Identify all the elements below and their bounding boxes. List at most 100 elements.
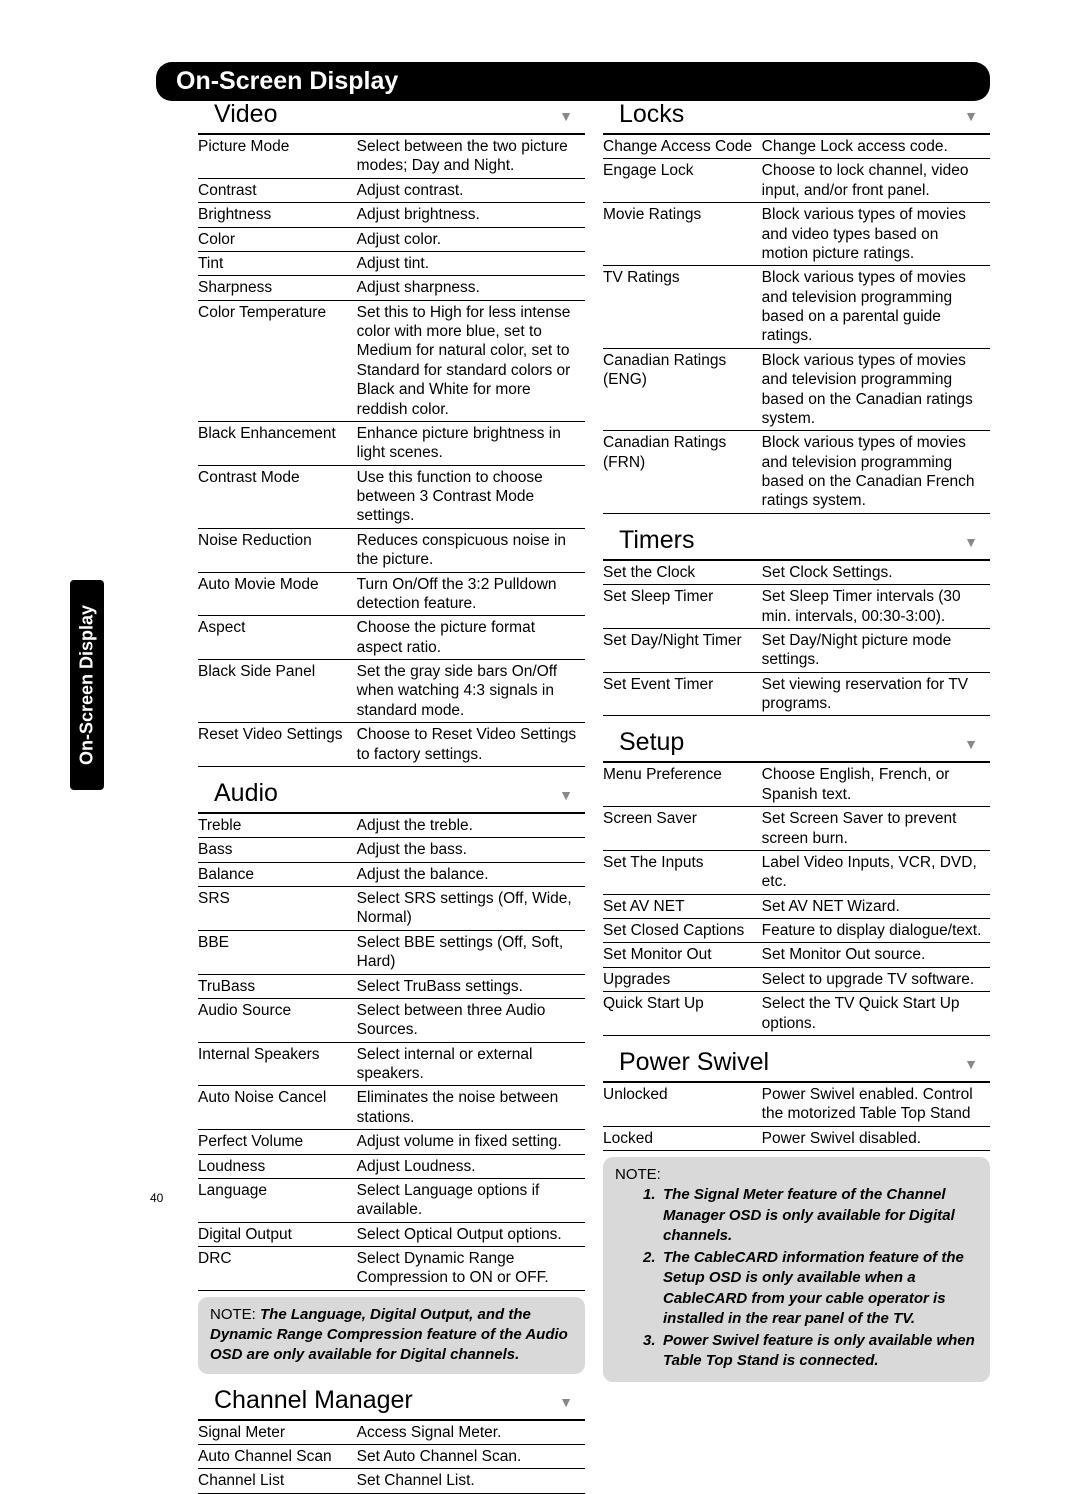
table-row: Noise ReductionReduces conspicuous noise… [198,528,585,572]
item-label: Bass [198,838,357,862]
note-item-number: 1. [643,1185,656,1205]
table-row: BBESelect BBE settings (Off, Soft, Hard) [198,930,585,974]
item-label: Contrast [198,178,357,202]
item-label: Auto Movie Mode [198,572,357,616]
item-desc: Set this to High for less intense color … [357,300,585,421]
item-desc: Set Sleep Timer intervals (30 min. inter… [762,585,990,629]
item-label: Menu Preference [603,763,762,806]
item-desc: Set Clock Settings. [762,561,990,585]
item-desc: Adjust contrast. [357,178,585,202]
table-row: Canadian Ratings (FRN)Block various type… [603,431,990,514]
section-title-video: Video ▼ [198,98,585,135]
note-body: The Language, Digital Output, and the Dy… [210,1306,568,1364]
item-label: Perfect Volume [198,1130,357,1154]
item-label: Audio Source [198,998,357,1042]
table-row: Set Day/Night TimerSet Day/Night picture… [603,628,990,672]
chevron-down-icon: ▼ [559,108,573,124]
table-row: Set Closed CaptionsFeature to display di… [603,919,990,943]
channel-manager-table: Signal MeterAccess Signal Meter.Auto Cha… [198,1421,585,1494]
item-label: Set The Inputs [603,850,762,894]
item-label: Auto Channel Scan [198,1444,357,1468]
item-label: Set Event Timer [603,672,762,716]
item-desc: Block various types of movies and televi… [762,348,990,431]
table-row: SRSSelect SRS settings (Off, Wide, Norma… [198,887,585,931]
section-title-label: Video [214,100,278,128]
item-label: Brightness [198,203,357,227]
table-row: SharpnessAdjust sharpness. [198,276,585,300]
item-desc: Feature to display dialogue/text. [762,919,990,943]
note-item-text: The Signal Meter feature of the Channel … [663,1186,955,1244]
item-label: Sharpness [198,276,357,300]
item-desc: Select SRS settings (Off, Wide, Normal) [357,887,585,931]
item-desc: Select to upgrade TV software. [762,967,990,991]
item-label: Channel List [198,1469,357,1493]
item-desc: Set Auto Channel Scan. [357,1444,585,1468]
item-label: Language [198,1178,357,1222]
item-desc: Select internal or external speakers. [357,1042,585,1086]
table-row: ColorAdjust color. [198,227,585,251]
table-row: Engage LockChoose to lock channel, video… [603,159,990,203]
section-title-label: Setup [619,728,684,756]
item-desc: Adjust brightness. [357,203,585,227]
item-label: Unlocked [603,1083,762,1126]
section-title-audio: Audio ▼ [198,777,585,814]
item-desc: Set the gray side bars On/Off when watch… [357,660,585,723]
item-desc: Set Channel List. [357,1469,585,1493]
table-row: Channel ListSet Channel List. [198,1469,585,1493]
table-row: Auto Channel ScanSet Auto Channel Scan. [198,1444,585,1468]
item-desc: Choose to Reset Video Settings to factor… [357,723,585,767]
item-desc: Choose the picture format aspect ratio. [357,616,585,660]
item-desc: Select BBE settings (Off, Soft, Hard) [357,930,585,974]
chevron-down-icon: ▼ [559,1394,573,1410]
section-title-label: Power Swivel [619,1048,769,1076]
item-desc: Adjust Loudness. [357,1154,585,1178]
table-row: BrightnessAdjust brightness. [198,203,585,227]
side-tab: On-Screen Display [70,580,104,790]
chevron-down-icon: ▼ [964,534,978,550]
item-desc: Adjust the balance. [357,862,585,886]
locks-table: Change Access CodeChange Lock access cod… [603,135,990,514]
right-note: NOTE: 1.The Signal Meter feature of the … [603,1157,990,1382]
item-label: Digital Output [198,1222,357,1246]
video-table: Picture ModeSelect between the two pictu… [198,135,585,767]
table-row: TrebleAdjust the treble. [198,814,585,838]
table-row: Set AV NETSet AV NET Wizard. [603,894,990,918]
table-row: Auto Noise CancelEliminates the noise be… [198,1086,585,1130]
table-row: Set Event TimerSet viewing reservation f… [603,672,990,716]
section-title-label: Audio [214,779,278,807]
item-label: Set Closed Captions [603,919,762,943]
item-label: Canadian Ratings (FRN) [603,431,762,514]
item-desc: Change Lock access code. [762,135,990,159]
item-label: TruBass [198,974,357,998]
audio-table: TrebleAdjust the treble.BassAdjust the b… [198,814,585,1291]
audio-note: NOTE: The Language, Digital Output, and … [198,1297,585,1374]
table-row: Black Side PanelSet the gray side bars O… [198,660,585,723]
item-label: Color Temperature [198,300,357,421]
item-label: Set AV NET [603,894,762,918]
table-row: UnlockedPower Swivel enabled. Control th… [603,1083,990,1126]
table-row: TruBassSelect TruBass settings. [198,974,585,998]
table-row: Digital OutputSelect Optical Output opti… [198,1222,585,1246]
item-label: Auto Noise Cancel [198,1086,357,1130]
table-row: LoudnessAdjust Loudness. [198,1154,585,1178]
item-label: Black Side Panel [198,660,357,723]
item-label: TV Ratings [603,266,762,349]
item-label: Upgrades [603,967,762,991]
table-row: ContrastAdjust contrast. [198,178,585,202]
note-item-number: 3. [643,1331,656,1351]
table-row: Movie RatingsBlock various types of movi… [603,203,990,266]
item-desc: Adjust tint. [357,251,585,275]
power-swivel-table: UnlockedPower Swivel enabled. Control th… [603,1083,990,1151]
table-row: Auto Movie ModeTurn On/Off the 3:2 Pulld… [198,572,585,616]
item-label: Balance [198,862,357,886]
item-desc: Adjust the treble. [357,814,585,838]
table-row: Canadian Ratings (ENG)Block various type… [603,348,990,431]
table-row: Black EnhancementEnhance picture brightn… [198,421,585,465]
item-label: Set Monitor Out [603,943,762,967]
section-title-label: Channel Manager [214,1386,413,1414]
item-desc: Block various types of movies and televi… [762,431,990,514]
table-row: AspectChoose the picture format aspect r… [198,616,585,660]
item-label: Set the Clock [603,561,762,585]
note-list-item: 1.The Signal Meter feature of the Channe… [663,1185,978,1246]
item-desc: Label Video Inputs, VCR, DVD, etc. [762,850,990,894]
